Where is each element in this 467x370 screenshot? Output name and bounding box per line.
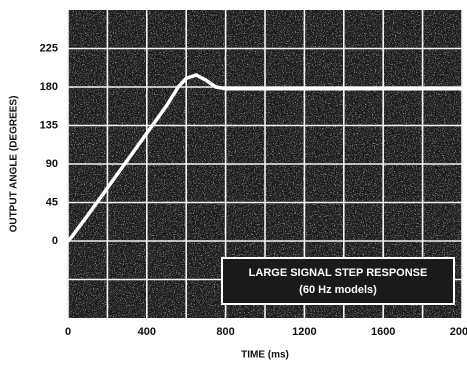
annotation-line: LARGE SIGNAL STEP RESPONSE [249, 267, 428, 279]
y-tick-label: 0 [52, 235, 58, 247]
y-axis-label: OUTPUT ANGLE (DEGREES) [9, 96, 20, 233]
x-axis-label: TIME (ms) [241, 350, 289, 361]
y-tick-label: 225 [40, 42, 58, 54]
y-tick-label: 90 [46, 158, 58, 170]
x-tick-label: 400 [138, 326, 156, 338]
annotation-line: (60 Hz models) [299, 284, 377, 296]
x-tick-label: 0 [65, 326, 71, 338]
line [66, 73, 464, 243]
annotation-box [221, 257, 455, 305]
x-tick-label: 1200 [292, 326, 316, 338]
y-tick-label: 135 [40, 119, 58, 131]
marks [66, 73, 464, 243]
x-tick-label: 1600 [371, 326, 395, 338]
x-tick-label: 2000 [450, 326, 467, 338]
y-tick-label: 180 [40, 81, 58, 93]
x-tick-label: 800 [216, 326, 234, 338]
y-tick-label: 45 [46, 196, 58, 208]
